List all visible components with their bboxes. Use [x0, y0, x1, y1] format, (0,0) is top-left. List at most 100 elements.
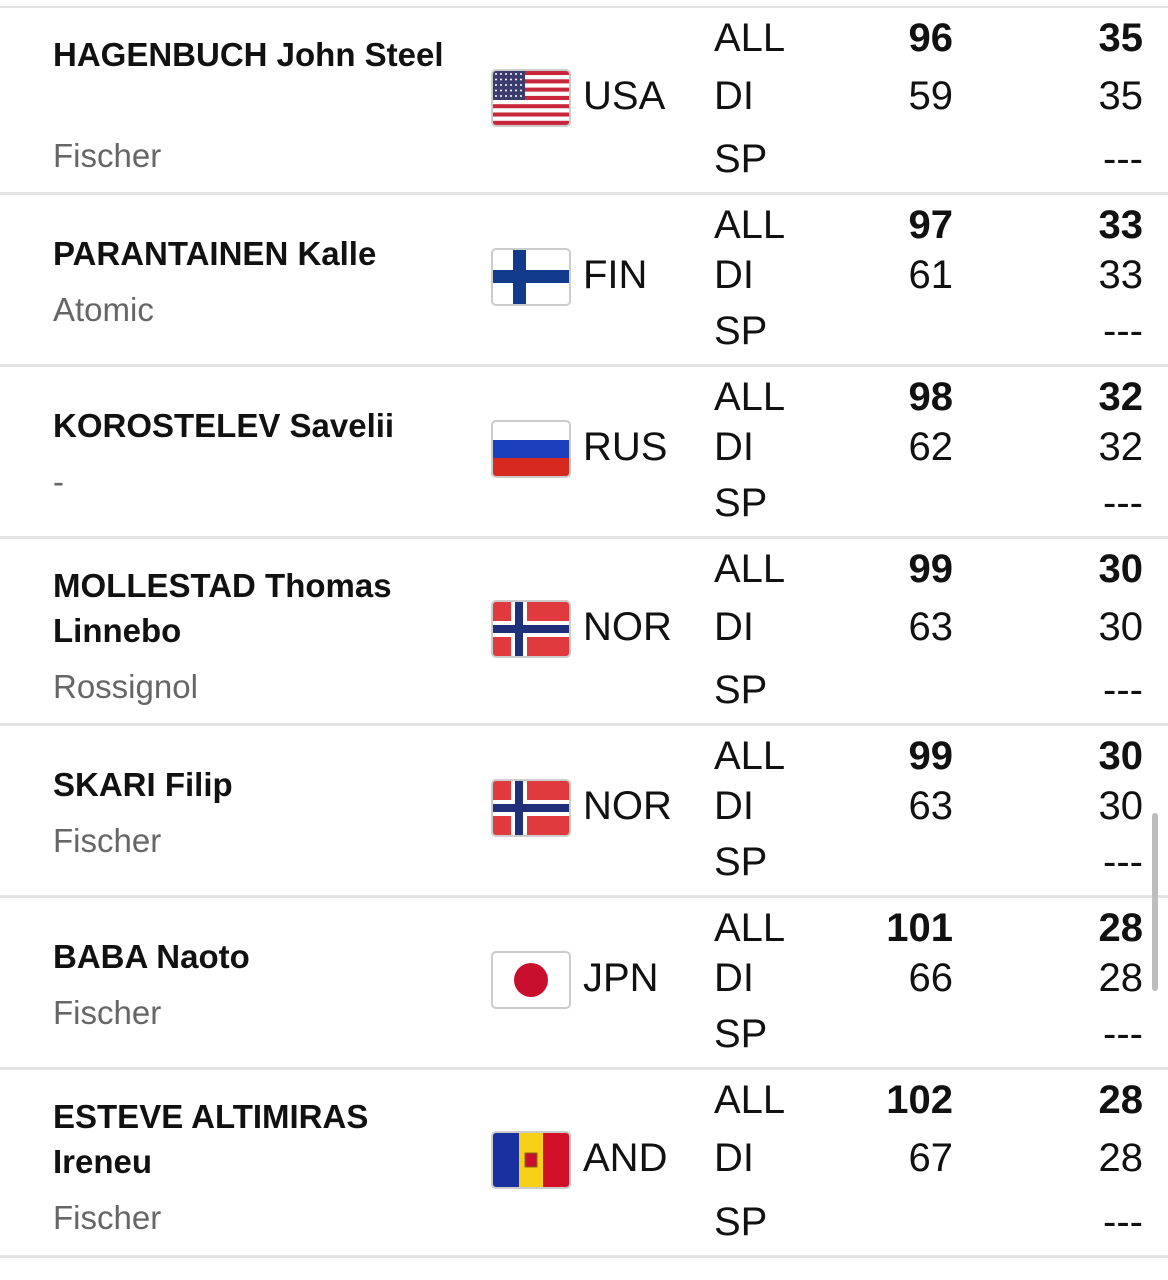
discipline: DI — [714, 604, 754, 649]
athlete-name: HAGENBUCH John Steel — [53, 36, 444, 73]
discipline: DI — [714, 784, 754, 828]
ski-brand: Fischer — [53, 822, 162, 859]
points: --- — [1103, 309, 1143, 353]
result-line: DI 67 28 — [0, 1136, 1168, 1182]
athlete-name: KOROSTELEV Savelii — [53, 407, 395, 444]
points: 33 — [1098, 253, 1144, 297]
discipline: DI — [714, 425, 754, 469]
discipline: ALL — [714, 375, 786, 419]
points: --- — [1103, 481, 1143, 525]
points: --- — [1103, 1200, 1143, 1244]
result-line: ALL 96 35 — [0, 16, 1168, 62]
country-flag — [491, 68, 571, 127]
rank: 63 — [908, 604, 954, 649]
rank: 97 — [908, 203, 954, 247]
points: 30 — [1098, 784, 1144, 828]
points: 28 — [1098, 956, 1144, 1000]
scrollbar — [1152, 813, 1158, 991]
rank: 96 — [908, 16, 954, 60]
discipline: ALL — [714, 734, 786, 778]
athlete-row: SKARI Filip Fischer NOR ALL 99 30 DI 63 30 SP --- — [0, 726, 1168, 898]
rank: 67 — [908, 1136, 954, 1180]
points: 33 — [1098, 203, 1144, 247]
discipline: SP — [714, 1200, 768, 1244]
result-line: DI 63 30 — [0, 605, 1168, 651]
rank: 66 — [908, 956, 954, 1000]
rank: 63 — [908, 784, 954, 828]
discipline: DI — [714, 956, 754, 1000]
points: 28 — [1098, 1136, 1144, 1180]
discipline: DI — [714, 1136, 754, 1180]
country-code: AND — [583, 1136, 668, 1180]
discipline: SP — [714, 481, 768, 525]
points: 35 — [1098, 16, 1144, 60]
athlete-name: BABA Naoto — [53, 938, 250, 975]
result-line: ALL 98 32 — [0, 375, 1168, 421]
result-line: SP --- — [0, 481, 1168, 527]
result-line: DI 61 33 — [0, 253, 1168, 299]
result-line: ALL 101 28 — [0, 906, 1168, 952]
points: 30 — [1098, 547, 1144, 591]
athlete-name: PARANTAINEN Kalle — [53, 235, 377, 272]
points: 30 — [1098, 734, 1144, 778]
discipline: ALL — [714, 1078, 786, 1122]
country-flag — [491, 779, 571, 837]
points: 30 — [1098, 604, 1144, 649]
athlete-name: ESTEVE ALTIMIRAS Ireneu — [53, 1098, 369, 1180]
points: --- — [1103, 1012, 1143, 1056]
points: 35 — [1098, 73, 1144, 118]
athlete-name: SKARI Filip — [53, 766, 233, 803]
ranking-list: HAGENBUCH John Steel Fischer USA ALL 96 35 DI 5… — [0, 6, 1168, 1258]
discipline: ALL — [714, 16, 786, 60]
ski-brand: Fischer — [53, 994, 162, 1031]
discipline: ALL — [714, 203, 786, 247]
rank: 61 — [908, 253, 954, 297]
athlete-row: HAGENBUCH John Steel Fischer USA ALL 96 35 DI 5… — [0, 8, 1168, 195]
discipline: SP — [714, 137, 768, 181]
athlete-row: KOROSTELEV Savelii - RUS ALL 98 32 DI 62 32 SP --- — [0, 367, 1168, 539]
ski-brand: Fischer — [53, 137, 162, 174]
points: 32 — [1098, 425, 1144, 469]
points: --- — [1103, 137, 1143, 181]
result-line: ALL 102 28 — [0, 1078, 1168, 1124]
points: --- — [1103, 668, 1143, 712]
result-line: ALL 99 30 — [0, 547, 1168, 593]
points: 32 — [1098, 375, 1144, 419]
discipline: SP — [714, 309, 768, 353]
result-line: DI 59 35 — [0, 74, 1168, 120]
points: --- — [1103, 840, 1143, 884]
result-line: SP --- — [0, 668, 1168, 714]
athlete-row: PARANTAINEN Kalle Atomic FIN ALL 97 33 DI 61 33 S… — [0, 195, 1168, 367]
ski-brand: Rossignol — [53, 668, 198, 705]
country-flag — [491, 951, 571, 1009]
ski-brand: Atomic — [53, 291, 154, 328]
country-code: FIN — [583, 253, 648, 297]
ski-brand: - — [53, 463, 64, 500]
country-code: NOR — [583, 604, 672, 649]
rank: 102 — [886, 1078, 953, 1122]
rank: 59 — [908, 73, 954, 118]
country-flag — [491, 1131, 571, 1189]
result-line: DI 63 30 — [0, 784, 1168, 830]
discipline: DI — [714, 73, 754, 118]
country-code: JPN — [583, 956, 659, 1000]
points: 28 — [1098, 1078, 1144, 1122]
discipline: ALL — [714, 547, 786, 591]
country-flag — [491, 420, 571, 478]
result-line: SP --- — [0, 1200, 1168, 1246]
country-flag — [491, 599, 571, 658]
athlete-name: MOLLESTAD Thomas Linnebo — [53, 567, 392, 649]
result-line: ALL 99 30 — [0, 734, 1168, 780]
rank: 101 — [886, 906, 953, 950]
athlete-row: ESTEVE ALTIMIRAS Ireneu Fischer AND ALL 102 2… — [0, 1070, 1168, 1258]
rank: 98 — [908, 375, 954, 419]
discipline: SP — [714, 668, 768, 712]
ski-brand: Fischer — [53, 1199, 162, 1236]
rank: 99 — [908, 734, 954, 778]
result-line: SP --- — [0, 1012, 1168, 1058]
discipline: ALL — [714, 906, 786, 950]
discipline: SP — [714, 840, 768, 884]
result-line: DI 62 32 — [0, 425, 1168, 471]
rank: 62 — [908, 425, 954, 469]
